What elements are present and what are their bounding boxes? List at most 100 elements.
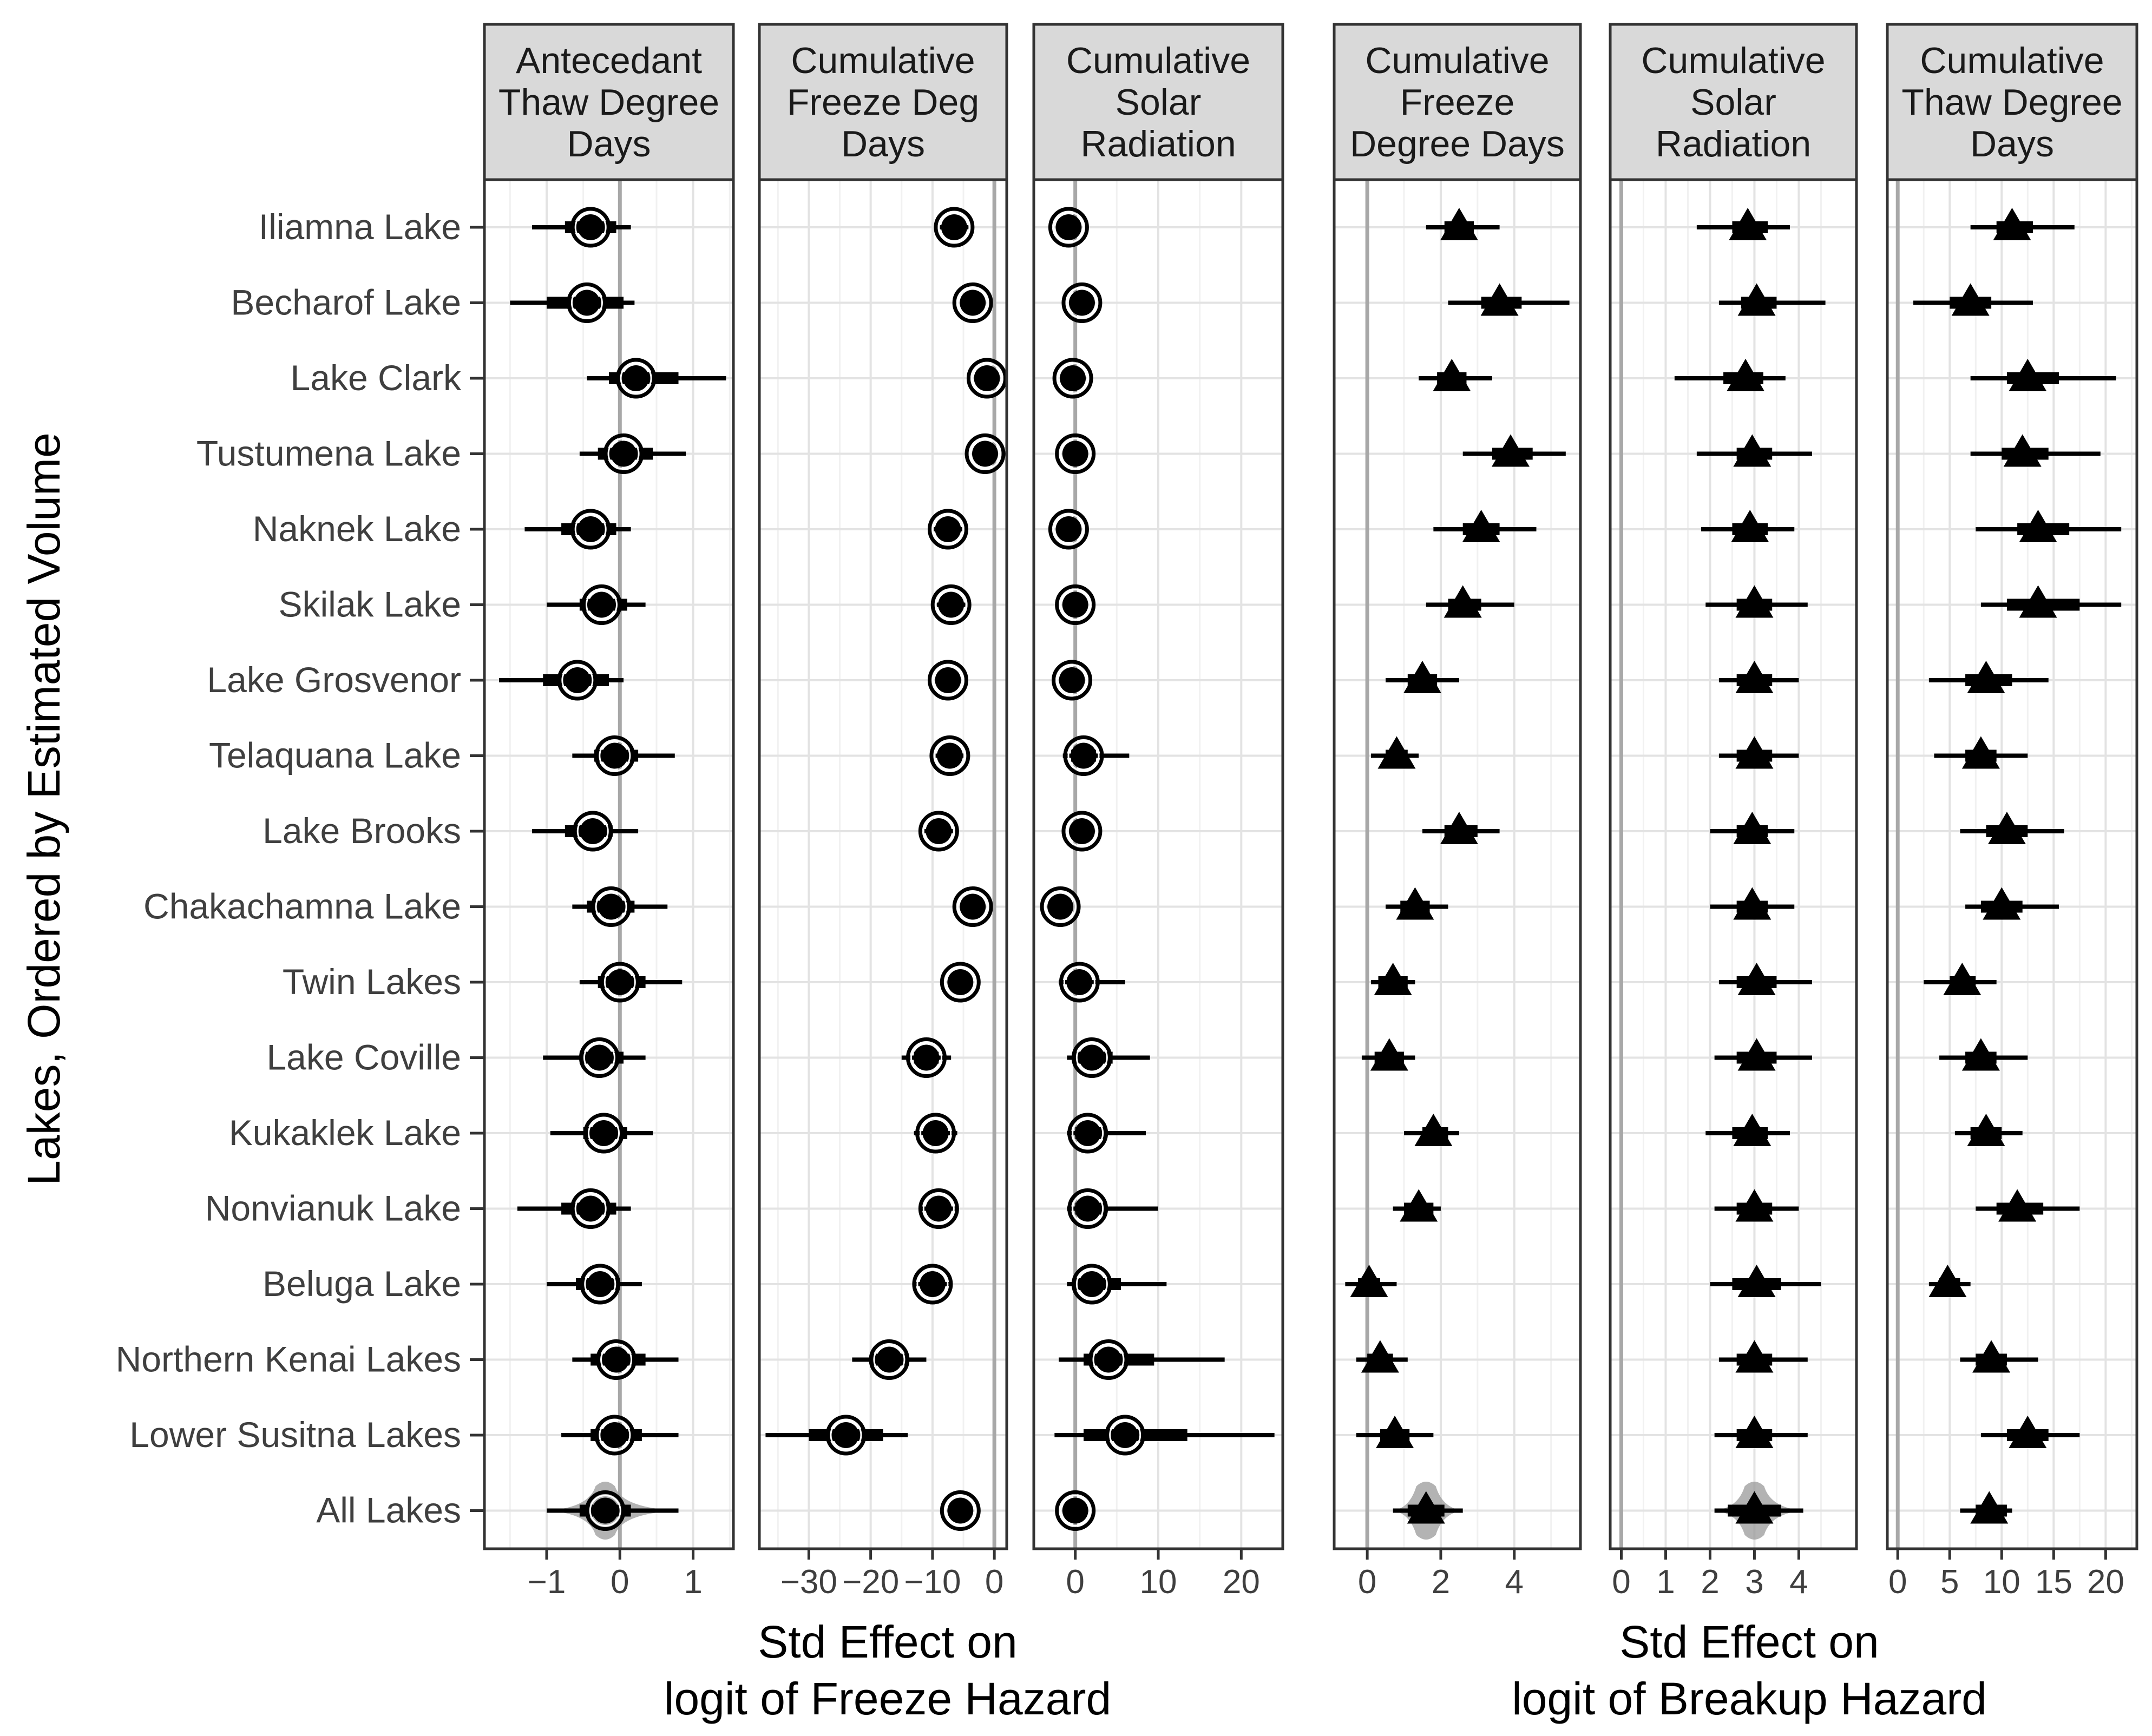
point-lake-coville — [1737, 1038, 1776, 1071]
point-ring-telaquana-lake — [594, 735, 635, 776]
panel-background — [1887, 180, 2137, 1549]
point-ring-inner-iliamna-lake — [1052, 211, 1085, 244]
point-lake-grosvenor — [1403, 661, 1441, 693]
panel-title-line: Cumulative — [791, 40, 975, 81]
point-nonvianuk-lake — [578, 1195, 604, 1222]
point-skilak-lake — [1444, 585, 1482, 618]
point-beluga-lake — [587, 1271, 613, 1297]
point-ring-inner-becharof-lake — [570, 287, 603, 319]
point-ring-nonvianuk-lake — [918, 1188, 959, 1229]
point-chakachamna-lake — [1983, 887, 2021, 920]
panel-border — [483, 178, 735, 1550]
point-skilak-lake — [1735, 585, 1774, 618]
point-ring-inner-all-lakes — [944, 1495, 976, 1527]
point-ring-lake-brooks — [572, 811, 613, 852]
y-label-nonvianuk-lake: Nonvianuk Lake — [205, 1188, 461, 1228]
point-lake-coville — [586, 1044, 613, 1071]
point-beluga-lake — [1928, 1265, 1967, 1297]
panel-border — [758, 178, 1008, 1550]
x-tick-label: 1 — [1656, 1563, 1675, 1601]
point-ring-inner-iliamna-lake — [574, 211, 607, 244]
point-telaquana-lake — [601, 742, 628, 769]
panel-title-line: Days — [567, 123, 651, 165]
point-becharof-lake — [1951, 283, 1990, 316]
y-label-naknek-lake: Naknek Lake — [253, 509, 461, 549]
x-tick-label: 4 — [1789, 1563, 1808, 1601]
point-ring-inner-kukaklek-lake — [1072, 1117, 1104, 1149]
x-tick-label: −10 — [904, 1563, 961, 1601]
point-all-lakes — [592, 1497, 619, 1524]
point-chakachamna-lake — [1396, 887, 1434, 920]
x-tick-label: 0 — [1066, 1563, 1084, 1601]
point-ring-inner-lake-brooks — [922, 815, 955, 847]
point-twin-lakes — [607, 969, 633, 995]
point-ring-chakachamna-lake — [1040, 886, 1081, 927]
panel-title-line: Days — [1970, 123, 2054, 165]
point-ring-inner-tustumena-lake — [607, 438, 640, 470]
point-lake-grosvenor — [564, 667, 591, 693]
point-ring-nonvianuk-lake — [570, 1188, 611, 1229]
point-lake-brooks — [1068, 818, 1095, 844]
point-chakachamna-lake — [960, 893, 986, 920]
point-kukaklek-lake — [1967, 1114, 2005, 1146]
point-ring-inner-kukaklek-lake — [920, 1117, 952, 1149]
point-ring-lake-brooks — [918, 811, 959, 852]
y-label-lake-clark: Lake Clark — [291, 358, 462, 398]
y-label-iliamna-lake: Iliamna Lake — [259, 207, 461, 247]
point-kukaklek-lake — [591, 1120, 617, 1146]
point-ring-kukaklek-lake — [915, 1113, 956, 1154]
x-tick-label: 20 — [1223, 1563, 1260, 1601]
freeze-group-title-line-2: logit of Freeze Hazard — [664, 1673, 1111, 1724]
point-becharof-lake — [1068, 290, 1095, 316]
point-ring-all-lakes — [1055, 1490, 1096, 1531]
y-label-twin-lakes: Twin Lakes — [283, 962, 461, 1002]
point-ring-inner-lower-susitna-lakes — [1109, 1419, 1141, 1451]
point-beluga-lake — [1079, 1271, 1105, 1297]
point-telaquana-lake — [1735, 736, 1774, 769]
point-twin-lakes — [1374, 963, 1412, 995]
point-nonvianuk-lake — [1735, 1189, 1774, 1222]
point-tustumena-lake — [2003, 434, 2042, 467]
point-ring-inner-iliamna-lake — [938, 211, 970, 244]
point-ring-inner-chakachamna-lake — [595, 891, 627, 923]
panel-title-line: Cumulative — [1066, 40, 1250, 81]
point-ring-inner-lower-susitna-lakes — [830, 1419, 862, 1451]
point-ring-iliamna-lake — [934, 207, 975, 248]
y-label-telaquana-lake: Telaquana Lake — [209, 735, 461, 775]
point-ring-lake-coville — [906, 1037, 947, 1078]
point-ring-inner-skilak-lake — [585, 589, 618, 621]
panel-title-line: Antecedant — [516, 40, 702, 81]
point-ring-lake-grosvenor — [1052, 660, 1093, 701]
x-tick-label: 0 — [985, 1563, 1003, 1601]
panel-title-line: Solar — [1116, 82, 1202, 123]
x-tick-label: 20 — [2087, 1563, 2124, 1601]
point-iliamna-lake — [1729, 208, 1767, 240]
point-ring-inner-lake-grosvenor — [931, 664, 964, 696]
point-tustumena-lake — [972, 440, 999, 467]
point-becharof-lake — [574, 290, 600, 316]
point-ring-lake-grosvenor — [557, 660, 598, 701]
point-beluga-lake — [919, 1271, 946, 1297]
panel-strip — [483, 23, 735, 181]
point-skilak-lake — [938, 591, 965, 618]
point-ring-inner-becharof-lake — [1066, 287, 1098, 319]
point-ring-lake-grosvenor — [927, 660, 968, 701]
point-iliamna-lake — [1055, 214, 1082, 240]
point-ring-inner-lake-coville — [1075, 1042, 1108, 1074]
point-ring-inner-twin-lakes — [944, 966, 976, 998]
panel-title-line: Freeze — [1400, 82, 1515, 123]
point-telaquana-lake — [1961, 736, 2000, 769]
freeze-group-title-line-1: Std Effect on — [758, 1616, 1017, 1667]
point-tustumena-lake — [1733, 434, 1772, 467]
point-naknek-lake — [1731, 510, 1769, 542]
y-label-skilak-lake: Skilak Lake — [278, 584, 461, 624]
point-ring-all-lakes — [585, 1490, 626, 1531]
point-beluga-lake — [1737, 1265, 1776, 1297]
panel-title-line: Days — [841, 123, 925, 165]
point-naknek-lake — [2019, 510, 2057, 542]
